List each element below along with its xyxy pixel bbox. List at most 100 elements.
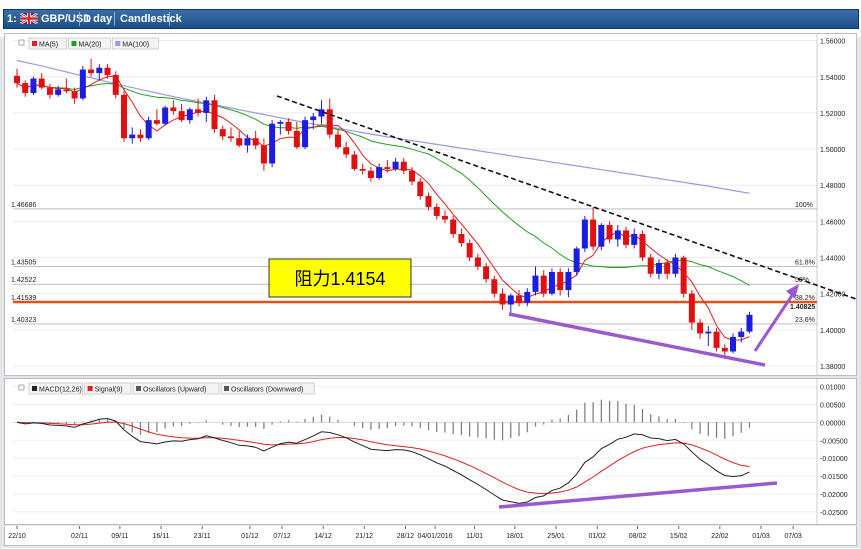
macd-chart[interactable]: 0.01000 0.00500 0.00000 -0.00500 -0.01000 -0.… [5, 379, 856, 524]
legend-label: MA(100) [122, 42, 149, 49]
time-tick-label: 23/11 [194, 533, 211, 540]
header-divider [79, 12, 80, 26]
candle-body [277, 121, 284, 124]
ma100-line [16, 59, 750, 194]
candle-body [417, 181, 424, 197]
candle-body [96, 67, 103, 74]
candle-body [203, 100, 210, 113]
candle-body [137, 134, 144, 139]
candle-body [441, 215, 448, 220]
time-tick-label: 08/02 [629, 533, 647, 540]
candle-body [450, 219, 457, 235]
candle-body [186, 109, 193, 121]
legend-entry [132, 382, 220, 395]
chart-header-strip[interactable]: 1: GBP/USD 1 day Candlestick [3, 9, 859, 29]
time-tick-label: 02/11 [71, 533, 88, 540]
candle-body [655, 262, 662, 274]
candle-body [88, 69, 95, 74]
ma20-line [16, 82, 750, 286]
signal-line [16, 421, 750, 495]
macd-legend: MACD(12,26) Signal(9) Oscillators (Upward)… [28, 382, 315, 395]
candle-body [384, 167, 391, 169]
candle-body [120, 94, 127, 139]
candle-body [705, 331, 712, 334]
macd-tick-label: 0.00500 [820, 402, 845, 409]
macd-line [16, 417, 750, 504]
candle-body [713, 331, 720, 348]
candle-body [227, 136, 234, 139]
candle-body [14, 75, 20, 84]
resistance-annotation-label: 阻力1.4154 [294, 269, 385, 289]
candle-body [483, 266, 490, 280]
symbol-label[interactable]: GBP/USD [41, 13, 92, 25]
window-index: 1: [7, 13, 17, 25]
macd-tick-label: -0.02500 [820, 510, 848, 517]
candle-body [680, 257, 687, 294]
candle-body [211, 100, 218, 130]
candle-body [433, 206, 440, 216]
candle-body [688, 293, 695, 323]
legend-swatch [32, 41, 37, 46]
support-trend-line [508, 312, 766, 367]
legend-label: MA(5) [39, 42, 58, 49]
timeframe-label[interactable]: 1 day [84, 13, 113, 25]
time-tick-label: 25/01 [547, 533, 565, 540]
price-tick-label: 1.46000 [820, 219, 845, 226]
candle-body [260, 145, 267, 164]
macd-divergence-line [498, 481, 778, 509]
legend-entry [28, 382, 83, 395]
candle-body [79, 69, 86, 99]
candle-body [162, 107, 169, 124]
time-tick-label: 11/01 [466, 533, 483, 540]
time-tick-label: 14/12 [314, 533, 332, 540]
legend-entry [84, 382, 132, 395]
resistance-annotation-box [268, 258, 412, 298]
legend-entry [220, 382, 315, 395]
price-panel: 1.56000 1.54000 1.52000 1.50000 1.48000 1.460… [4, 33, 857, 376]
legend-swatch [71, 41, 77, 46]
candle-body [153, 120, 160, 124]
candle-body [746, 314, 753, 332]
fib-level-label: 23.6% [795, 317, 815, 324]
candle-body [269, 123, 276, 164]
candle-body [474, 257, 481, 267]
legend-collapse-icon [18, 384, 25, 391]
price-tick-label: 1.54000 [820, 75, 845, 82]
candle-body [104, 67, 111, 75]
macd-tick-label: 0.00000 [820, 420, 845, 427]
candle-body [548, 271, 555, 294]
chart-style-label[interactable]: Candlestick [120, 13, 182, 25]
candle-body [112, 74, 119, 95]
candle-body [310, 116, 317, 121]
candle-body [326, 109, 333, 135]
title-bar: 1: GBP/USD 1 day Candlestick [0, 0, 861, 37]
candle-body [351, 154, 358, 169]
candle-body [400, 161, 407, 171]
macd-panel: 0.01000 0.00500 0.00000 -0.00500 -0.01000 -0.… [4, 378, 857, 525]
candle-body [195, 109, 202, 113]
price-chart[interactable]: 1.56000 1.54000 1.52000 1.50000 1.48000 1.460… [5, 34, 857, 375]
legend-swatch [87, 386, 93, 391]
candle-body [302, 120, 309, 148]
time-tick-label: 07/12 [273, 533, 291, 540]
candle-body [491, 279, 498, 294]
candle-body [219, 129, 226, 137]
candle-body [672, 257, 679, 274]
fib-level-label: 38.2% [795, 295, 815, 302]
candle-body [236, 138, 243, 146]
legend-label: MA(20) [79, 42, 102, 49]
candle-body [71, 91, 78, 99]
level-label: 1.42522 [11, 277, 36, 284]
candle-body [532, 275, 539, 292]
macd-tick-label: -0.01500 [820, 474, 848, 481]
candle-body [178, 111, 185, 121]
candle-body [46, 87, 53, 95]
legend-label: Oscillators (Downward) [231, 387, 303, 394]
legend-swatch [115, 41, 121, 46]
legend-swatch [224, 386, 229, 391]
header-divider [169, 12, 170, 26]
candle-body [466, 243, 473, 258]
candle-body [573, 248, 580, 272]
legend-label: MACD(12,26) [39, 387, 82, 394]
